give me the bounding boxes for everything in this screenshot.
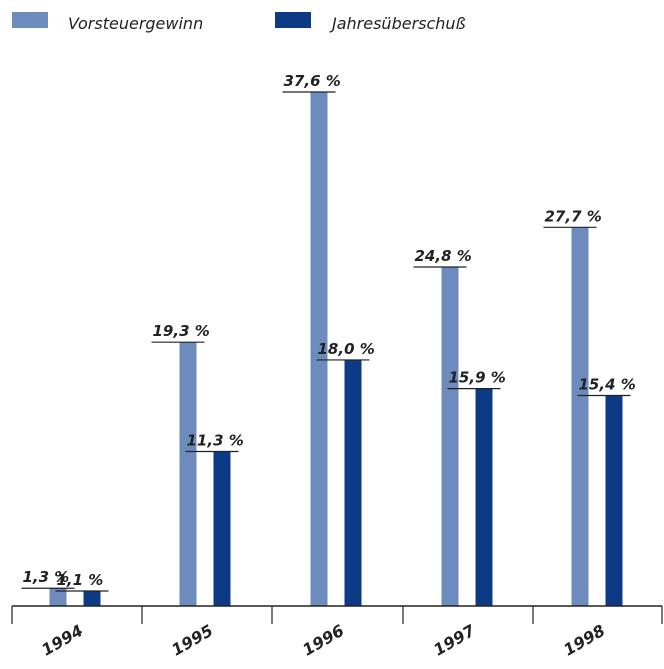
bar-jahresueberschuss-1998 [605,395,623,606]
bar-vorsteuergewinn-1997 [441,266,459,606]
legend-swatch-jahresueberschuss [275,12,311,28]
data-label-jahresueberschuss-1994: 1,1 % [57,571,104,589]
x-tick-label-1994: 1994 [38,621,86,660]
plot-area: 1,3 % 19,3 % 37,6 % 24,8 % 27,7 % 1,1 % 11,3 %… [21,72,636,606]
x-axis-ticks: 1994 1995 1996 1997 1998 [11,606,663,660]
data-label-jahresueberschuss-1998: 15,4 % [579,375,636,393]
bar-jahresueberschuss-1997 [475,388,493,606]
data-label-vorsteuergewinn-1997: 24,8 % [415,247,472,265]
bar-vorsteuergewinn-1996 [310,92,328,606]
x-tick-label-1995: 1995 [168,621,216,660]
bar-vorsteuergewinn-1994 [49,588,67,606]
bar-vorsteuergewinn-1998 [571,227,589,606]
legend-swatch-vorsteuergewinn [12,12,48,28]
x-tick-label-1996: 1996 [299,621,347,660]
data-label-jahresueberschuss-1997: 15,9 % [449,369,506,387]
x-tick-label-1997: 1997 [430,620,479,659]
legend: Vorsteuergewinn Jahresüberschuß [12,12,466,33]
bar-jahresueberschuss-1995 [213,451,231,606]
data-label-vorsteuergewinn-1994: 1,3 % [23,568,70,586]
bar-vorsteuergewinn-1995 [179,342,197,606]
bar-jahresueberschuss-1994 [83,590,101,606]
legend-label-jahresueberschuss: Jahresüberschuß [329,14,466,33]
x-tick-label-1998: 1998 [560,621,608,660]
data-label-jahresueberschuss-1995: 11,3 % [187,432,244,450]
data-label-vorsteuergewinn-1996: 37,6 % [284,72,341,90]
data-label-jahresueberschuss-1996: 18,0 % [318,340,375,358]
data-label-vorsteuergewinn-1995: 19,3 % [153,322,210,340]
data-label-vorsteuergewinn-1998: 27,7 % [545,207,602,225]
bar-jahresueberschuss-1996 [344,359,362,606]
legend-label-vorsteuergewinn: Vorsteuergewinn [68,14,203,33]
